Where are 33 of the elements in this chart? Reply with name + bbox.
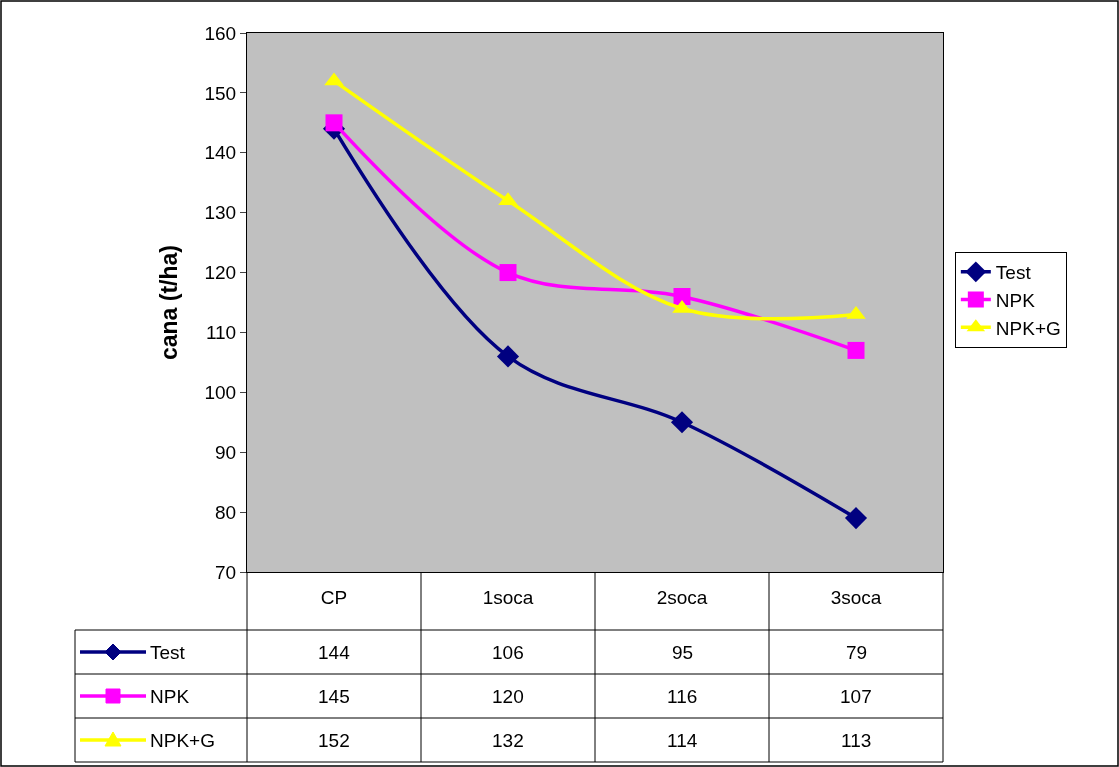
text: NPK+G [150,730,215,751]
data-label: 116 [667,686,698,707]
y-tick-label: 100 [204,381,237,403]
y-tick-label: 160 [204,22,237,44]
x-tick-label: 1soca [482,586,534,608]
data-label: 95 [672,642,694,663]
y-tick-label: 130 [204,202,237,224]
data-label: 106 [492,642,524,663]
data-label: 79 [846,642,868,663]
data-label: 132 [492,730,524,751]
data-label: 152 [318,730,350,751]
legend-label: NPK+G [995,317,1061,339]
x-tick-label: 3soca [830,586,882,608]
x-tick-label: 2soca [656,586,708,608]
y-tick-label: 150 [204,82,237,104]
y-tick-label: 80 [215,501,237,523]
y-tick-label: 110 [205,322,237,344]
y-tick-label: 120 [204,262,237,284]
data-label: 144 [318,642,351,663]
data-label: 145 [318,686,350,707]
data-label: 107 [840,686,872,707]
data-label: 120 [492,686,524,707]
data-label: 113 [841,730,872,751]
y-tick-label: 90 [215,441,237,463]
text: Test [150,642,185,663]
y-tick-label: 70 [215,561,237,583]
x-tick-label: CP [320,586,348,608]
legend-label: NPK [995,289,1036,311]
y-axis-title: cana (t/ha) [155,244,182,361]
text: NPK [150,686,190,707]
legend-label: Test [995,262,1032,284]
data-label: 114 [667,730,698,751]
y-tick-label: 140 [204,142,237,164]
